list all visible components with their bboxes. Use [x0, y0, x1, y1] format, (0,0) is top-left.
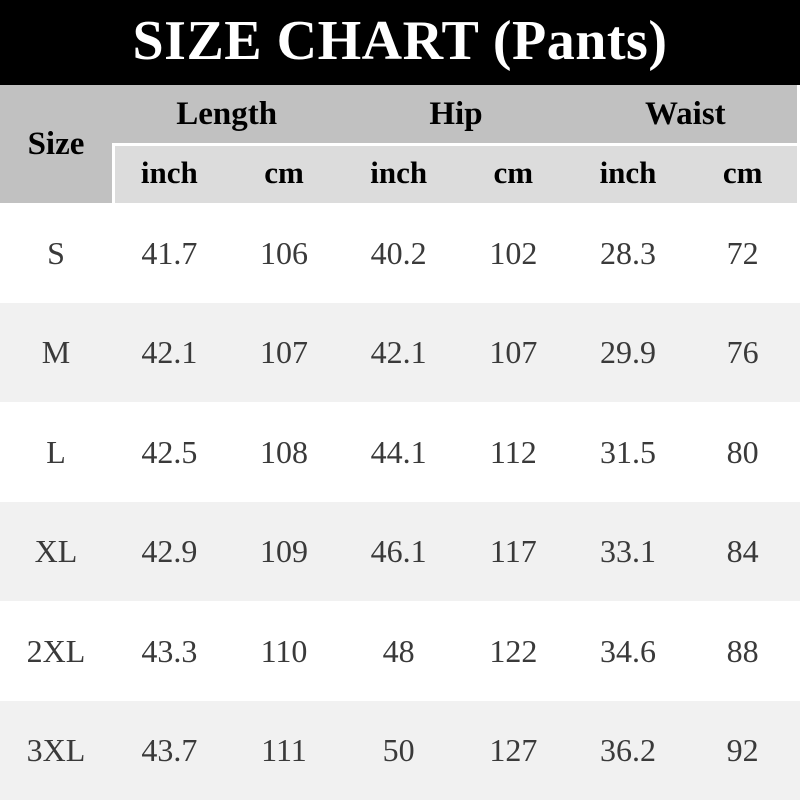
- value-cell: 76: [726, 334, 759, 371]
- value-cell: 107: [259, 334, 308, 371]
- value-cell: 111: [261, 732, 307, 769]
- size-chart-title: SIZE CHART (Pants): [132, 9, 668, 72]
- value-cell: 29.9: [599, 334, 656, 371]
- value-cell: 50: [382, 732, 415, 769]
- value-cell: 42.9: [141, 533, 198, 570]
- value-cell: 112: [489, 433, 537, 470]
- value-cell: 109: [259, 533, 308, 570]
- value-cell: 46.1: [370, 533, 427, 570]
- value-cell: 28.3: [599, 234, 656, 271]
- unit-header-hip-inch: inch: [370, 155, 428, 190]
- unit-header-waist-cm: cm: [722, 155, 763, 190]
- unit-header-band-bg: [115, 146, 797, 203]
- unit-header-waist-inch: inch: [599, 155, 657, 190]
- size-cell: 3XL: [26, 732, 86, 769]
- value-cell: 42.1: [141, 334, 198, 371]
- value-cell: 127: [489, 732, 538, 769]
- unit-header-length-inch: inch: [140, 155, 198, 190]
- value-cell: 40.2: [370, 234, 427, 271]
- value-cell: 41.7: [141, 234, 198, 271]
- value-cell: 31.5: [599, 433, 656, 470]
- value-cell: 84: [726, 533, 759, 570]
- value-cell: 108: [259, 433, 308, 470]
- size-column-header: Size: [27, 125, 85, 162]
- group-header-band-bg: [0, 85, 797, 143]
- size-cell: M: [41, 334, 71, 371]
- table-row-2xl: 2XL 43.3 110 48 122 34.6 88: [0, 601, 800, 701]
- value-cell: 34.6: [599, 632, 656, 669]
- value-cell: 44.1: [370, 433, 427, 470]
- value-cell: 72: [726, 234, 759, 271]
- value-cell: 122: [489, 632, 538, 669]
- unit-header-length-cm: cm: [264, 155, 304, 190]
- title-bar: SIZE CHART (Pants): [0, 0, 800, 85]
- table-body: S 41.7 106 40.2 102 28.3 72 M 42.1 107 4…: [0, 203, 800, 800]
- table-row-xl: XL 42.9 109 46.1 117 33.1 84: [0, 501, 800, 601]
- value-cell: 42.5: [141, 433, 198, 470]
- table-row-l: L 42.5 108 44.1 112 31.5 80: [0, 402, 800, 502]
- value-cell: 36.2: [599, 732, 656, 769]
- value-cell: 43.3: [141, 632, 198, 669]
- size-cell: 2XL: [26, 632, 86, 669]
- size-cell: L: [46, 433, 66, 470]
- value-cell: 102: [489, 234, 538, 271]
- column-group-headers: Length Hip Waist: [112, 85, 800, 143]
- group-header-hip: Hip: [429, 95, 483, 132]
- size-cell: XL: [34, 533, 78, 570]
- value-cell: 48: [382, 632, 415, 669]
- value-cell: 43.7: [141, 732, 198, 769]
- value-cell: 88: [726, 632, 759, 669]
- table-row-s: S 41.7 106 40.2 102 28.3 72: [0, 203, 800, 303]
- value-cell: 117: [489, 533, 537, 570]
- value-cell: 106: [259, 234, 308, 271]
- group-header-waist: Waist: [644, 95, 726, 132]
- size-cell-bg: [0, 143, 112, 203]
- table-row-3xl: 3XL 43.7 111 50 127 36.2 92: [0, 700, 800, 800]
- size-cell: S: [47, 234, 65, 271]
- value-cell: 80: [726, 433, 759, 470]
- group-header-length: Length: [176, 95, 278, 132]
- value-cell: 33.1: [599, 533, 656, 570]
- table-row-m: M 42.1 107 42.1 107 29.9 76: [0, 302, 800, 402]
- value-cell: 92: [726, 732, 759, 769]
- value-cell: 107: [489, 334, 538, 371]
- value-cell: 42.1: [370, 334, 427, 371]
- value-cell: 110: [260, 632, 308, 669]
- unit-header-hip-cm: cm: [493, 155, 534, 190]
- unit-headers: inch cm inch cm inch cm: [112, 143, 800, 203]
